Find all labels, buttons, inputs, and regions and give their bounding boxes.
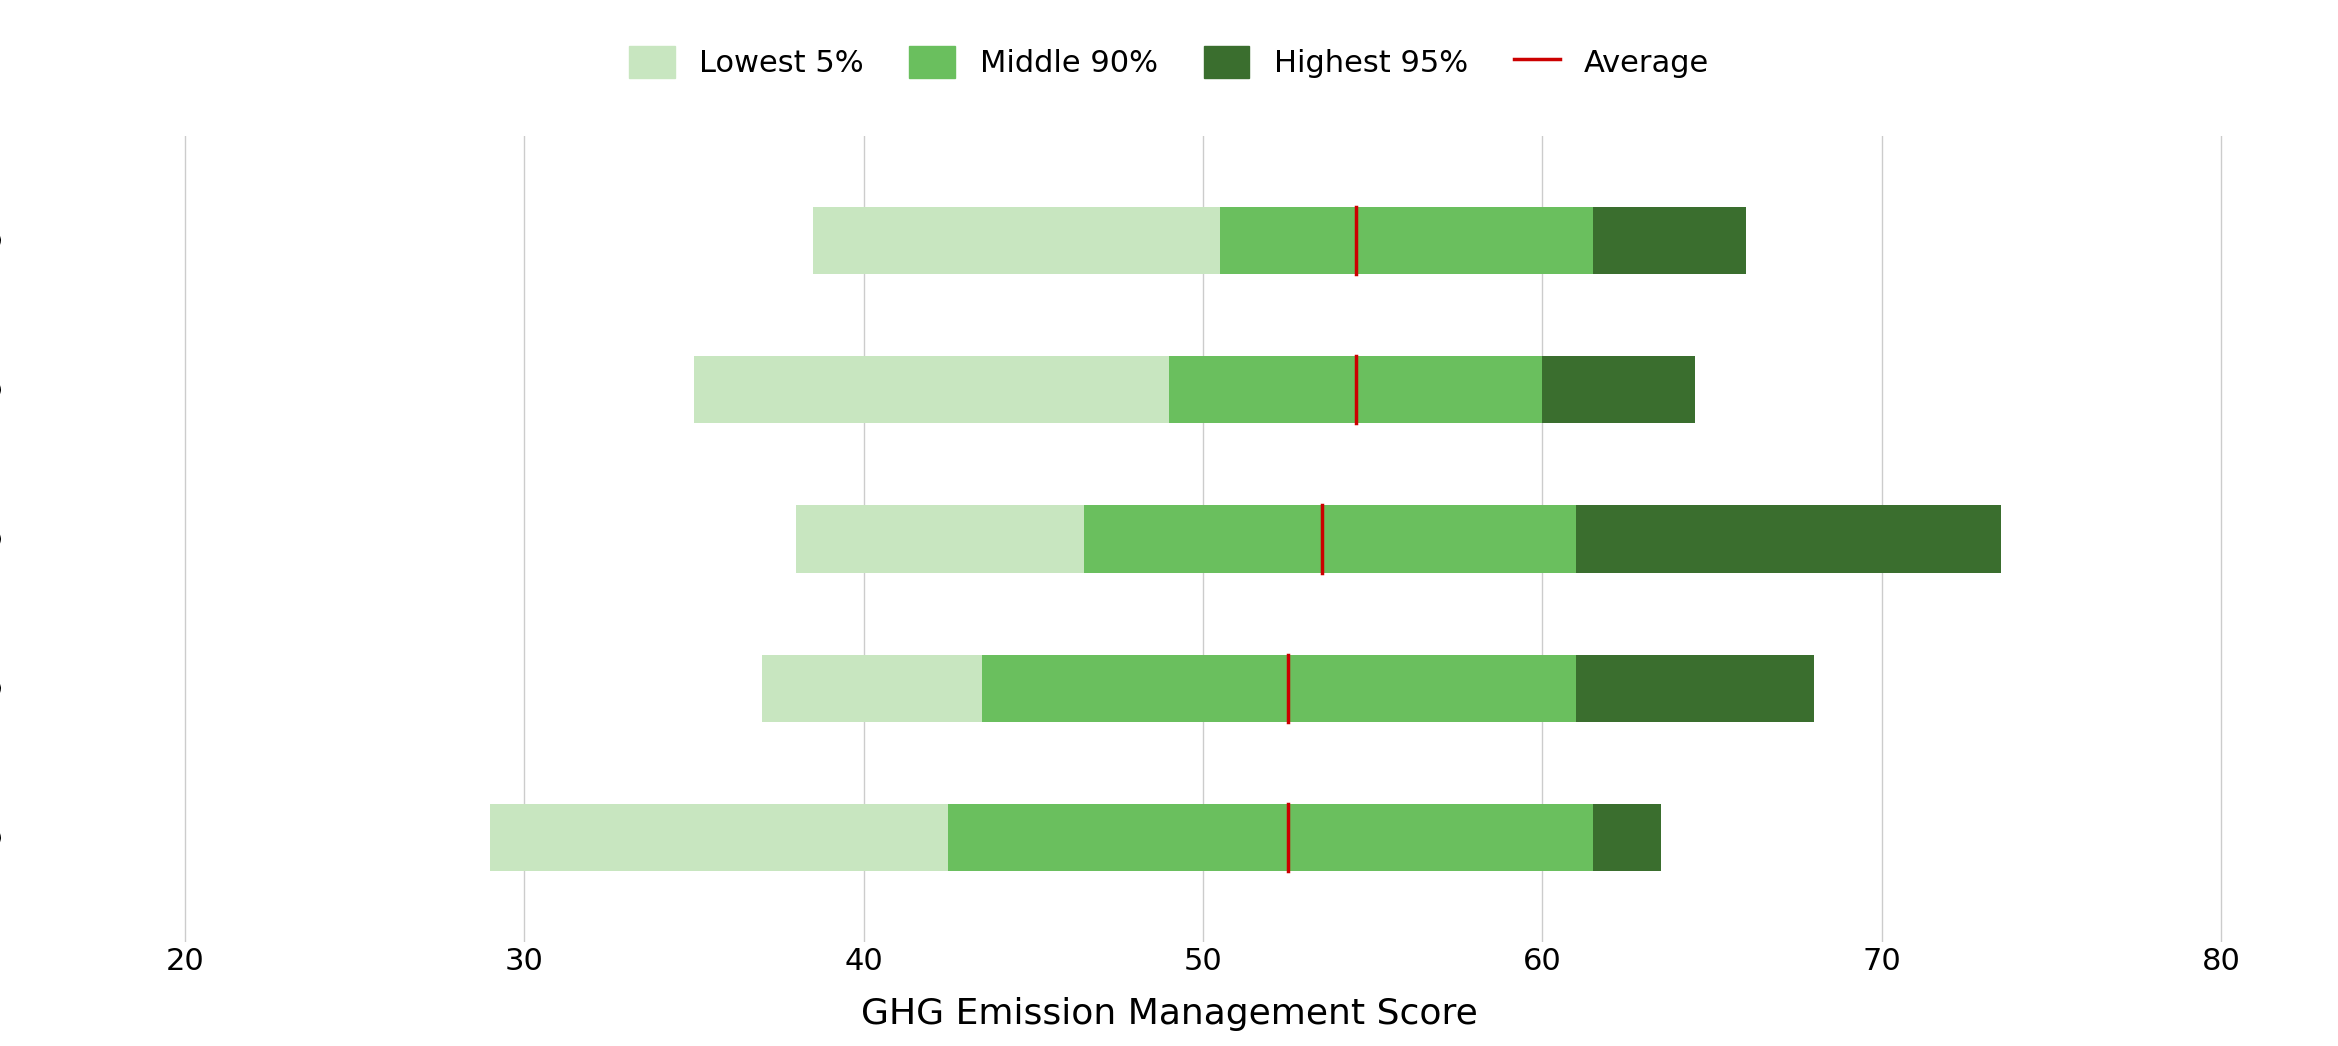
Bar (1543, 356, 1695, 424)
Bar (1592, 207, 1746, 274)
Bar (1592, 804, 1660, 871)
Bar (491, 804, 949, 871)
Bar (1085, 505, 1576, 572)
Bar (795, 505, 1085, 572)
Bar (1169, 356, 1543, 424)
Bar (949, 804, 1592, 871)
Bar (762, 655, 982, 722)
Bar (1220, 207, 1592, 274)
X-axis label: GHG Emission Management Score: GHG Emission Management Score (860, 997, 1478, 1031)
Bar (1576, 505, 2001, 572)
Bar (694, 356, 1169, 424)
Bar (1576, 655, 1814, 722)
Legend: Lowest 5%, Middle 90%, Highest 95%, Average: Lowest 5%, Middle 90%, Highest 95%, Aver… (629, 46, 1709, 78)
Bar (982, 655, 1576, 722)
Bar (814, 207, 1220, 274)
